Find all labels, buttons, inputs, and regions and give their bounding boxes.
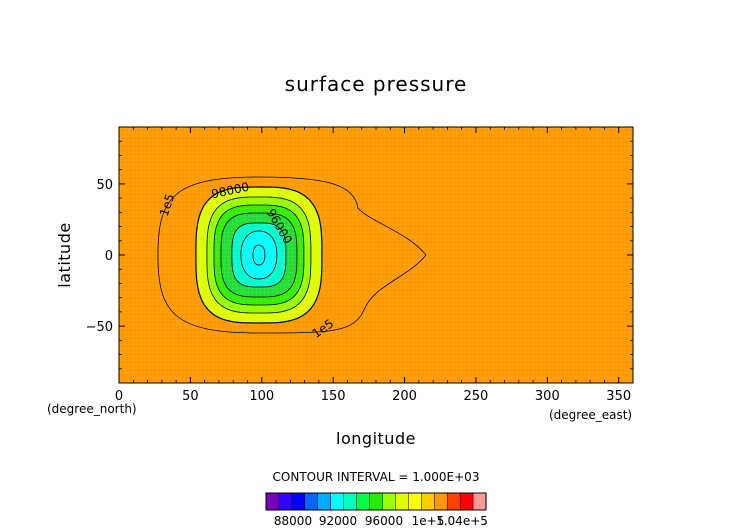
colorbar-swatch [472,492,487,511]
contour-line [206,196,312,314]
x-axis-label: longitude [336,429,416,448]
y-axis-label: latitude [55,222,74,287]
x-unit-label: (degree_east) [549,408,632,422]
x-tick-label: 50 [182,389,199,404]
colorbar-label: 92000 [319,514,357,528]
colorbar-swatch [446,492,461,511]
colorbar-swatch [343,492,358,511]
contour-line [195,186,323,324]
x-axis: 0 50 100 150 200 250 300 350 [115,127,631,404]
colorbar-swatch [278,492,293,511]
colorbar-label: 1.04e+5 [436,514,488,528]
y-unit-label: (degree_north) [47,402,137,416]
chart-title: surface pressure [285,72,468,96]
contour-line [231,222,287,288]
x-tick-label: 250 [464,389,489,404]
colorbar-swatch [382,492,396,511]
contour-line [157,176,427,334]
y-tick-label: 50 [96,178,113,193]
colorbar-label: 88000 [274,514,312,528]
contour-line [252,244,266,266]
y-axis: 50 0 −50 [86,140,633,370]
colorbar-swatch [356,492,371,511]
y-tick-label: −50 [86,320,113,335]
contour-line [240,230,278,280]
y-tick-label: 0 [105,249,113,264]
colorbar-swatch [369,492,384,511]
colorbar-swatch [265,492,280,511]
contour-label: 1e5 [157,192,177,218]
colorbar: 88000 92000 96000 1e+51.04e+5 [265,492,488,528]
colorbar-swatch [317,492,332,511]
colorbar-swatch [421,492,435,511]
x-tick-label: 200 [392,389,417,404]
colorbar-swatch [408,492,422,511]
colorbar-swatch [395,492,409,511]
colorbar-swatch [291,492,306,511]
colorbar-label: 96000 [365,514,403,528]
colorbar-frame [265,492,487,511]
contour-line [213,204,305,306]
contour-line [220,212,298,298]
x-tick-label: 150 [321,389,346,404]
x-tick-label: 0 [115,389,123,404]
colorbar-swatch [459,492,474,511]
contour-interval-text: CONTOUR INTERVAL = 1.000E+03 [273,470,480,484]
colorbar-swatch [433,492,448,511]
colorbar-swatch [330,492,345,511]
colorbar-label: 1e+5 [412,514,445,528]
x-tick-label: 100 [249,389,274,404]
x-tick-label: 350 [606,389,631,404]
x-tick-label: 300 [535,389,560,404]
colorbar-swatch [304,492,319,511]
